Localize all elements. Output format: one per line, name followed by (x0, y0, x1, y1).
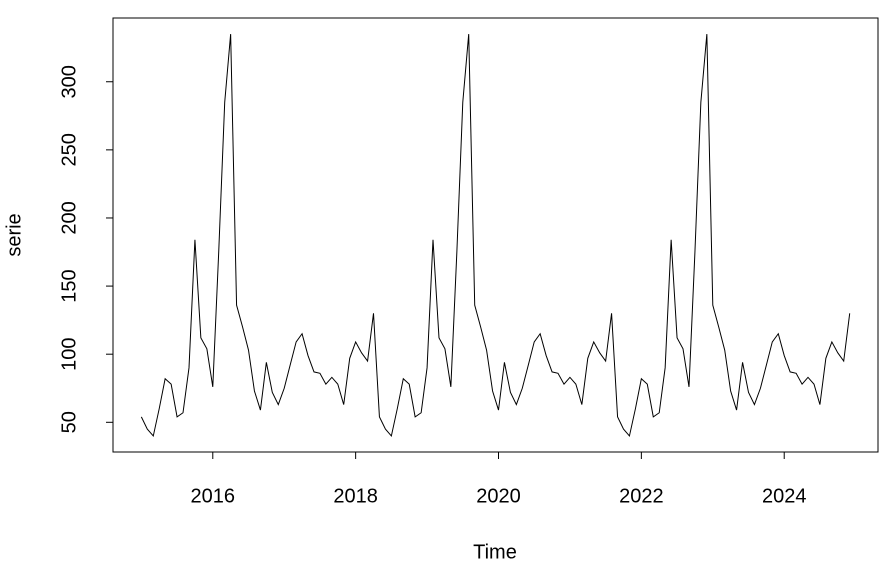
y-tick-label: 200 (58, 201, 80, 234)
x-tick-label: 2024 (762, 485, 807, 507)
y-tick-label: 300 (58, 65, 80, 98)
x-tick-label: 2016 (191, 485, 236, 507)
y-axis-label: serie (3, 213, 25, 256)
plot-box (112, 17, 879, 453)
series-line (140, 34, 851, 438)
y-tick-label: 100 (58, 338, 80, 371)
y-tick-label: 150 (58, 269, 80, 302)
x-axis-label: Time (473, 541, 517, 563)
x-tick-label: 2020 (476, 485, 521, 507)
x-tick-label: 2022 (619, 485, 664, 507)
y-tick-label: 250 (58, 133, 80, 166)
x-tick-label: 2018 (333, 485, 378, 507)
y-tick-label: 50 (58, 411, 80, 433)
